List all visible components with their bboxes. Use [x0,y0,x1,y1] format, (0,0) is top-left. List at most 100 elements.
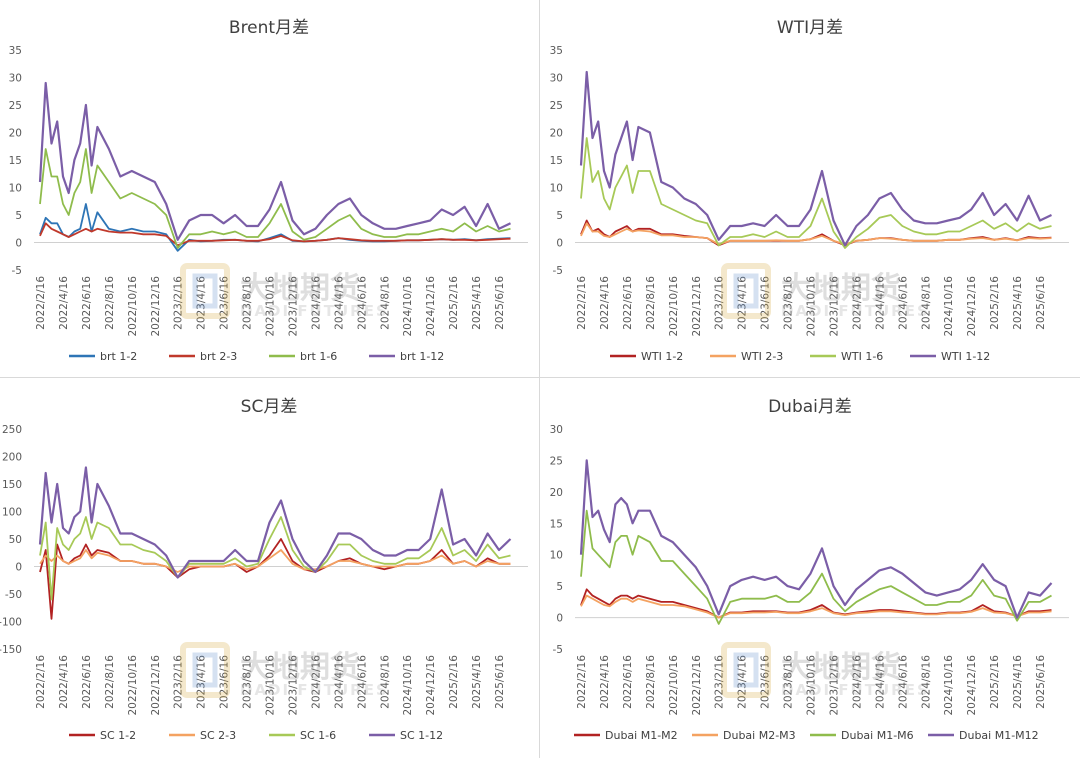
y-tick-label: 250 [2,424,22,436]
chart-title: SC月差 [241,397,298,417]
x-tick-label: 2024/8/16 [379,276,391,330]
series-line-2 [39,549,511,573]
x-tick-label: 2024/2/16 [851,655,863,709]
y-tick-label: 35 [550,45,563,57]
series-line-4 [38,466,512,579]
series-line-3 [39,516,511,601]
x-tick-label: 2025/2/16 [448,655,460,709]
x-tick-label: 2023/12/16 [287,276,299,337]
x-tick-label: 2023/12/16 [828,655,840,716]
svg-text:DADI FUTURES: DADI FUTURES [781,681,930,699]
chart-svg: SC月差 -150 -100 -50 0 50 100 150 200 250 2022/2/16 2… [0,397,528,742]
x-tick-label: 2024/10/16 [402,655,414,716]
x-tick-label: 2023/10/16 [265,276,277,337]
x-tick-label: 2023/2/16 [714,655,726,709]
y-tick-label: 0 [556,238,563,250]
x-tick-label: 2024/4/16 [874,655,886,709]
y-tick-label: 100 [2,507,22,519]
x-tick-label: 2022/4/16 [599,276,611,330]
series-line-2 [580,222,1052,246]
x-tick-label: 2022/10/16 [127,276,139,337]
y-tick-label: 15 [9,155,22,167]
y-tick-label: 30 [9,73,22,85]
y-tick-label: 50 [9,534,22,546]
x-tick-label: 2022/8/16 [645,655,657,709]
y-tick-label: 35 [9,45,22,57]
y-tick-label: 200 [2,452,22,464]
x-tick-label: 2024/12/16 [966,276,978,337]
y-tick-label: 30 [550,73,563,85]
x-tick-label: 2024/10/16 [943,655,955,716]
x-tick-label: 2024/8/16 [379,655,391,709]
x-tick-label: 2023/12/16 [287,655,299,716]
x-tick-label: 2024/2/16 [310,655,322,709]
x-tick-label: 2024/8/16 [920,276,932,330]
x-tick-label: 2024/10/16 [943,276,955,337]
legend-label: WTI 2-3 [741,350,783,363]
chart-title: WTI月差 [777,18,843,38]
x-tick-label: 2022/12/16 [691,655,703,716]
x-tick-label: 2022/12/16 [150,276,162,337]
legend-label: brt 2-3 [200,350,237,363]
x-tick-label: 2022/2/16 [576,655,588,709]
x-tick-label: 2023/10/16 [806,276,818,337]
legend-label: brt 1-6 [300,350,337,363]
x-tick-label: 2022/6/16 [622,655,634,709]
y-tick-label: 10 [550,550,563,562]
x-tick-label: 2023/8/16 [783,276,795,330]
x-tick-label: 2022/4/16 [58,276,70,330]
y-tick-label: 15 [550,155,563,167]
y-tick-label: 30 [550,424,563,436]
x-tick-label: 2023/2/16 [173,276,185,330]
x-tick-label: 2025/4/16 [471,276,483,330]
x-tick-label: 2024/8/16 [920,655,932,709]
x-tick-label: 2022/4/16 [599,655,611,709]
x-tick-label: 2022/2/16 [576,276,588,330]
svg-text:大地期货: 大地期货 [240,650,360,685]
series-line-4 [579,459,1053,619]
y-tick-label: 150 [2,479,22,491]
x-tick-label: 2025/4/16 [471,655,483,709]
x-tick-label: 2024/6/16 [356,276,368,330]
y-tick-label: 5 [556,581,563,593]
x-tick-label: 2025/6/16 [1035,276,1047,330]
chart-svg: Brent月差 -5 0 5 10 15 20 25 30 35 2022/2/16 2022/4/1… [9,18,528,363]
x-tick-label: 2022/12/16 [691,276,703,337]
y-tick-label: 5 [556,210,563,222]
legend-label: Dubai M1-M6 [841,729,914,742]
x-tick-label: 2023/10/16 [806,655,818,716]
series-line-4 [579,70,1052,247]
x-tick-label: 2024/4/16 [874,276,886,330]
y-tick-label: -5 [12,265,22,277]
panel-divider-vertical [539,0,540,758]
x-tick-label: 2024/6/16 [897,276,909,330]
series-line-3 [580,137,1052,249]
legend-label: WTI 1-6 [841,350,883,363]
series-line-4 [38,81,511,241]
x-tick-label: 2025/4/16 [1012,276,1024,330]
y-tick-label: 25 [550,100,563,112]
x-tick-label: 2023/6/16 [760,655,772,709]
x-tick-label: 2024/12/16 [425,655,437,716]
x-tick-label: 2023/4/16 [737,276,749,330]
legend-label: WTI 1-12 [941,350,990,363]
x-tick-label: 2024/4/16 [333,276,345,330]
x-tick-label: 2023/10/16 [265,655,277,716]
dubai-spread-panel: Dubai月差 -5 0 5 10 15 20 25 30 2022/2/16 2022/4/16 2… [541,379,1079,756]
x-tick-label: 2024/6/16 [356,655,368,709]
x-tick-label: 2022/10/16 [668,276,680,337]
svg-text:DADI FUTURES: DADI FUTURES [240,302,389,320]
y-tick-label: 0 [15,562,22,574]
legend-label: Dubai M1-M2 [605,729,678,742]
legend-label: SC 1-2 [100,729,136,742]
x-tick-label: 2022/12/16 [150,655,162,716]
legend-label: SC 1-6 [300,729,336,742]
x-tick-label: 2023/8/16 [783,655,795,709]
chart-svg: Dubai月差 -5 0 5 10 15 20 25 30 2022/2/16 2022/4/16 2… [550,397,1069,742]
wti-spread-panel: WTI月差 -5 0 5 10 15 20 25 30 35 2022/2/16 2022/4/16 2… [541,0,1079,377]
brent-spread-panel: Brent月差 -5 0 5 10 15 20 25 30 35 2022/2/16 2022/4/1… [0,0,538,377]
svg-text:DADI FUTURES: DADI FUTURES [781,302,930,320]
